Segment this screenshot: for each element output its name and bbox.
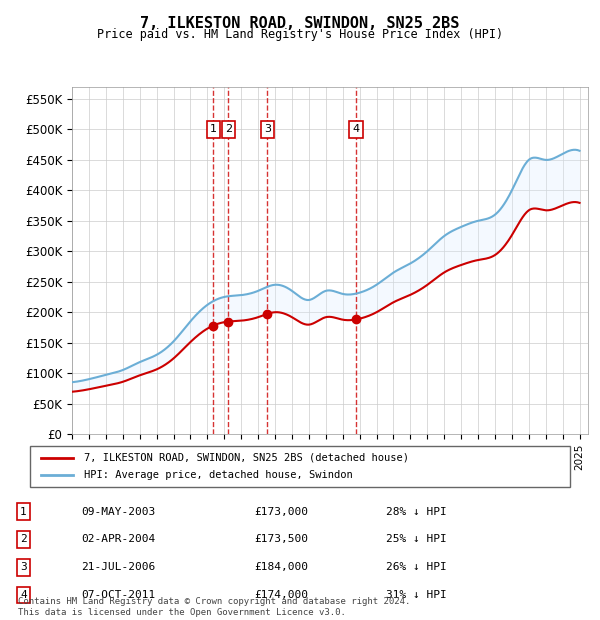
Text: 31% ↓ HPI: 31% ↓ HPI xyxy=(386,590,447,600)
Text: 4: 4 xyxy=(352,125,359,135)
Text: £174,000: £174,000 xyxy=(254,590,308,600)
Text: 7, ILKESTON ROAD, SWINDON, SN25 2BS: 7, ILKESTON ROAD, SWINDON, SN25 2BS xyxy=(140,16,460,30)
Text: 21-JUL-2006: 21-JUL-2006 xyxy=(81,562,155,572)
Text: 7, ILKESTON ROAD, SWINDON, SN25 2BS (detached house): 7, ILKESTON ROAD, SWINDON, SN25 2BS (det… xyxy=(84,453,409,463)
Text: 02-APR-2004: 02-APR-2004 xyxy=(81,534,155,544)
Text: 3: 3 xyxy=(264,125,271,135)
Text: 26% ↓ HPI: 26% ↓ HPI xyxy=(386,562,447,572)
Text: 25% ↓ HPI: 25% ↓ HPI xyxy=(386,534,447,544)
Text: 1: 1 xyxy=(210,125,217,135)
Text: HPI: Average price, detached house, Swindon: HPI: Average price, detached house, Swin… xyxy=(84,471,353,480)
Text: 07-OCT-2011: 07-OCT-2011 xyxy=(81,590,155,600)
Text: 3: 3 xyxy=(20,562,27,572)
Text: 2: 2 xyxy=(225,125,232,135)
Text: £173,500: £173,500 xyxy=(254,534,308,544)
Text: 09-MAY-2003: 09-MAY-2003 xyxy=(81,507,155,516)
Text: 4: 4 xyxy=(20,590,27,600)
Text: Price paid vs. HM Land Registry's House Price Index (HPI): Price paid vs. HM Land Registry's House … xyxy=(97,28,503,41)
Text: £173,000: £173,000 xyxy=(254,507,308,516)
Text: 2: 2 xyxy=(20,534,27,544)
Text: Contains HM Land Registry data © Crown copyright and database right 2024.
This d: Contains HM Land Registry data © Crown c… xyxy=(18,598,410,617)
Text: £184,000: £184,000 xyxy=(254,562,308,572)
Text: 28% ↓ HPI: 28% ↓ HPI xyxy=(386,507,447,516)
Text: 1: 1 xyxy=(20,507,27,516)
FancyBboxPatch shape xyxy=(30,446,570,487)
